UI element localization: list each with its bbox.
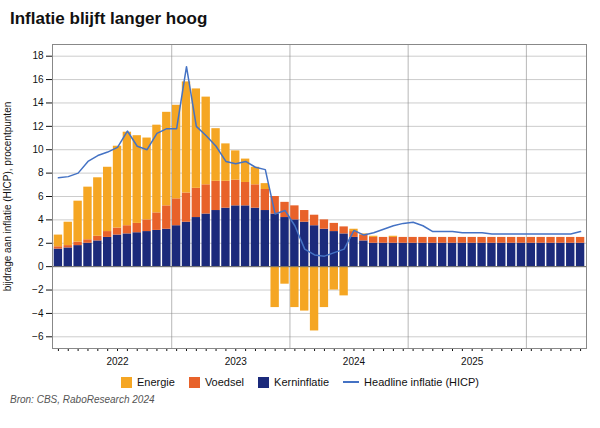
html-text:Headline inflatie (HICP): Headline inflatie (HICP): [364, 376, 479, 388]
html-text:Voedsel: Voedsel: [204, 376, 244, 388]
svg-text:2: 2: [38, 237, 44, 248]
svg-text:12: 12: [32, 121, 44, 132]
svg-text:2025: 2025: [461, 356, 484, 367]
svg-text:18: 18: [32, 50, 44, 61]
svg-text:bijdrage aan inflatie (HICP),: bijdrage aan inflatie (HICP), procentpun…: [2, 102, 13, 292]
html-text:Energie: Energie: [137, 376, 175, 388]
svg-text:14: 14: [32, 97, 44, 108]
svg-text:2024: 2024: [343, 356, 366, 367]
svg-text:2023: 2023: [225, 356, 248, 367]
svg-text:16: 16: [32, 74, 44, 85]
svg-text:−6: −6: [32, 331, 44, 342]
html-text:Kerninflatie: Kerninflatie: [274, 376, 330, 388]
svg-text:8: 8: [38, 167, 44, 178]
svg-text:0: 0: [38, 261, 44, 272]
svg-text:10: 10: [32, 144, 44, 155]
svg-text:−2: −2: [32, 284, 44, 295]
html-text:Bron: CBS, RaboResearch 2024: Bron: CBS, RaboResearch 2024: [10, 394, 155, 405]
svg-text:6: 6: [38, 191, 44, 202]
svg-text:4: 4: [38, 214, 44, 225]
svg-text:−4: −4: [32, 308, 44, 319]
html-text:Inflatie blijft langer hoog: Inflatie blijft langer hoog: [10, 9, 208, 28]
svg-text:2022: 2022: [106, 356, 129, 367]
